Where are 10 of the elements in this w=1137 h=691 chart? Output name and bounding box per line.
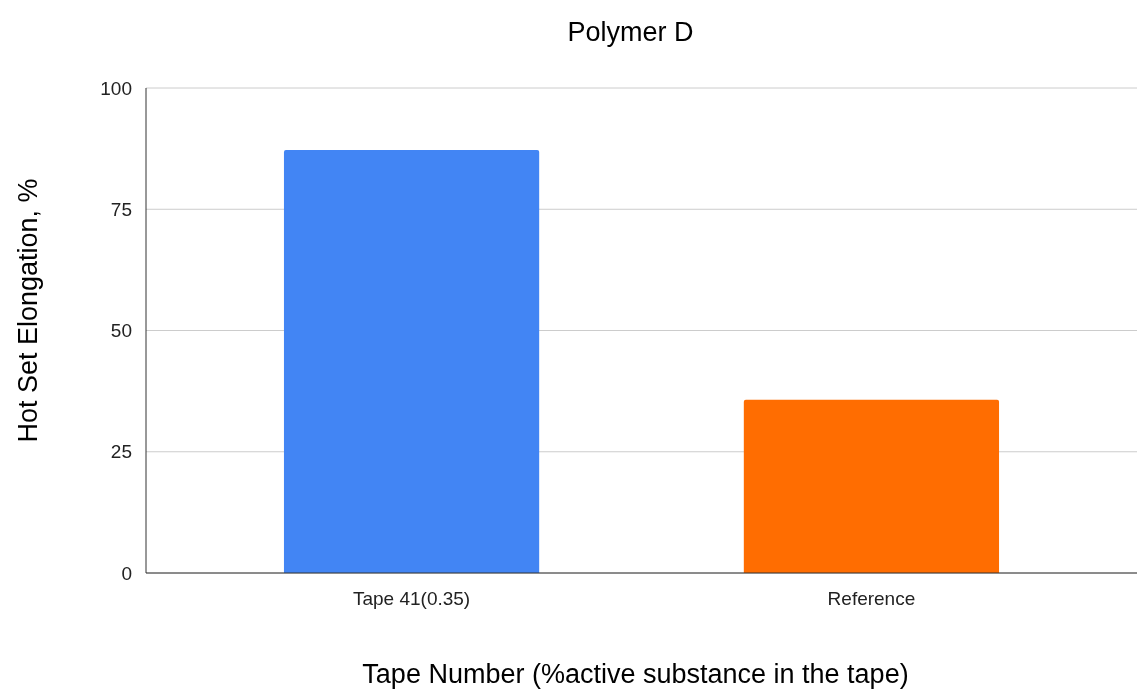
y-axis-title: Hot Set Elongation, % bbox=[13, 178, 43, 443]
y-tick-label: 75 bbox=[110, 198, 132, 220]
y-tick-label: 50 bbox=[110, 320, 132, 342]
y-tick-label: 100 bbox=[100, 77, 132, 99]
y-tick-label: 25 bbox=[110, 441, 132, 463]
x-tick-label: Tape 41(0.35) bbox=[352, 588, 471, 609]
x-tick-label: Reference bbox=[827, 588, 916, 609]
chart-title: Polymer D bbox=[567, 17, 694, 47]
y-tick-label: 0 bbox=[121, 562, 132, 584]
x-axis-title: Tape Number (%active substance in the tape) bbox=[362, 659, 909, 689]
